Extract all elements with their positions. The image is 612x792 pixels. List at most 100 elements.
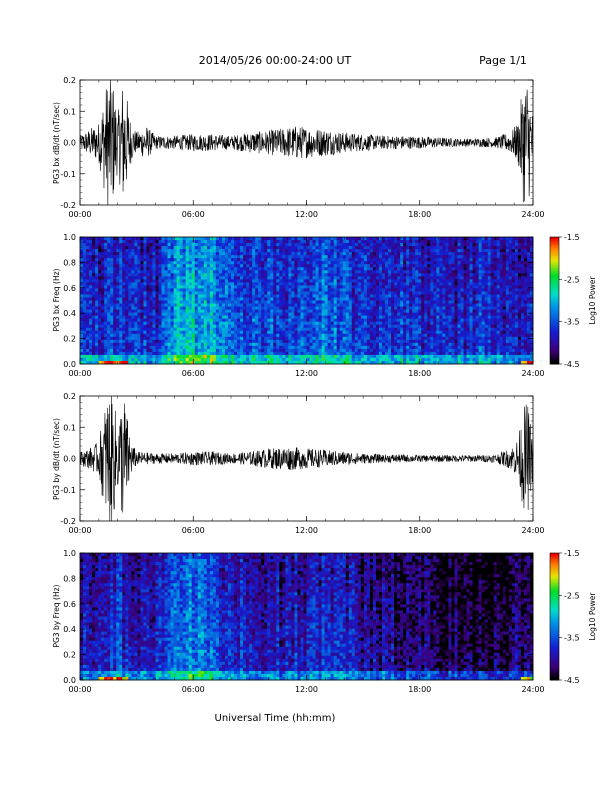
spectrogram-cell — [433, 243, 436, 246]
spectrogram-cell — [231, 310, 234, 313]
spectrogram-cell — [430, 279, 433, 282]
spectrogram-cell — [183, 349, 186, 352]
spectrogram-cell — [406, 261, 409, 264]
spectrogram-cell — [303, 282, 306, 285]
spectrogram-cell — [183, 310, 186, 313]
spectrogram-cell — [382, 261, 385, 264]
spectrogram-cell — [189, 355, 192, 358]
spectrogram-cell — [316, 270, 319, 273]
spectrogram-cell — [146, 340, 149, 343]
spectrogram-cell — [352, 322, 355, 325]
spectrogram-cell — [162, 340, 165, 343]
spectrogram-cell — [143, 346, 146, 349]
spectrogram-cell — [207, 310, 210, 313]
spectrogram-cell — [412, 352, 415, 355]
spectrogram-cell — [183, 331, 186, 334]
spectrogram-cell — [80, 349, 83, 352]
spectrogram-cell — [201, 246, 204, 249]
spectrogram-cell — [285, 270, 288, 273]
spectrogram-cell — [364, 316, 367, 319]
spectrogram-cell — [240, 307, 243, 310]
spectrogram-cell — [86, 282, 89, 285]
spectrogram-cell — [310, 249, 313, 252]
spectrogram-cell — [430, 328, 433, 331]
spectrogram-cell — [334, 355, 337, 358]
spectrogram-cell — [358, 291, 361, 294]
spectrogram-cell — [231, 267, 234, 270]
spectrogram-cell — [210, 267, 213, 270]
spectrogram-cell — [86, 307, 89, 310]
spectrogram-cell — [303, 337, 306, 340]
spectrogram-cell — [376, 301, 379, 304]
spectrogram-cell — [249, 307, 252, 310]
spectrogram-cell — [409, 319, 412, 322]
spectrogram-cell — [140, 297, 143, 300]
spectrogram-cell — [358, 334, 361, 337]
spectrogram-cell — [273, 355, 276, 358]
spectrogram-cell — [255, 349, 258, 352]
spectrogram-cell — [358, 261, 361, 264]
spectrogram-cell — [313, 319, 316, 322]
spectrogram-cell — [400, 264, 403, 267]
spectrogram-cell — [352, 316, 355, 319]
spectrogram-cell — [334, 297, 337, 300]
spectrogram-cell — [198, 294, 201, 297]
spectrogram-cell — [394, 261, 397, 264]
spectrogram-cell — [122, 301, 125, 304]
spectrogram-cell — [213, 340, 216, 343]
spectrogram-cell — [421, 297, 424, 300]
spectrogram-cell — [307, 325, 310, 328]
spectrogram-cell — [255, 267, 258, 270]
spectrogram-cell — [273, 322, 276, 325]
spectrogram-cell — [137, 273, 140, 276]
spectrogram-cell — [400, 349, 403, 352]
spectrogram-cell — [270, 237, 273, 240]
spectrogram-cell — [316, 282, 319, 285]
spectrogram-cell — [294, 261, 297, 264]
spectrogram-cell — [134, 310, 137, 313]
spectrogram-cell — [125, 340, 128, 343]
spectrogram-cell — [300, 288, 303, 291]
spectrogram-cell — [391, 307, 394, 310]
spectrogram-cell — [261, 358, 264, 361]
spectrogram-cell — [346, 325, 349, 328]
spectrogram-cell — [328, 337, 331, 340]
spectrogram-cell — [355, 297, 358, 300]
spectrogram-cell — [137, 349, 140, 352]
spectrogram-cell — [403, 273, 406, 276]
spectrogram-cell — [225, 258, 228, 261]
spectrogram-cell — [316, 240, 319, 243]
spectrogram-cell — [282, 352, 285, 355]
spectrogram-cell — [382, 307, 385, 310]
spectrogram-cell — [412, 288, 415, 291]
spectrogram-cell — [137, 355, 140, 358]
spectrogram-cell — [92, 261, 95, 264]
spectrogram-cell — [307, 288, 310, 291]
spectrogram-cell — [183, 237, 186, 240]
spectrogram-cell — [246, 237, 249, 240]
spectrogram-cell — [183, 252, 186, 255]
spectrogram-cell — [307, 352, 310, 355]
spectrogram-cell — [146, 267, 149, 270]
spectrogram-cell — [131, 301, 134, 304]
spectrogram-cell — [101, 349, 104, 352]
spectrogram-cell — [406, 325, 409, 328]
spectrogram-cell — [334, 243, 337, 246]
spectrogram-cell — [418, 261, 421, 264]
spectrogram-cell — [210, 343, 213, 346]
spectrogram-cell — [424, 267, 427, 270]
spectrogram-cell — [300, 340, 303, 343]
spectrogram-cell — [427, 261, 430, 264]
spectrogram-cell — [409, 313, 412, 316]
spectrogram-cell — [346, 258, 349, 261]
spectrogram-cell — [367, 270, 370, 273]
spectrogram-cell — [258, 276, 261, 279]
spectrogram-cell — [427, 243, 430, 246]
spectrogram-cell — [228, 252, 231, 255]
spectrogram-cell — [349, 270, 352, 273]
spectrogram-cell — [430, 249, 433, 252]
spectrogram-cell — [171, 261, 174, 264]
spectrogram-cell — [92, 270, 95, 273]
spectrogram-cell — [116, 313, 119, 316]
spectrogram-cell — [213, 255, 216, 258]
